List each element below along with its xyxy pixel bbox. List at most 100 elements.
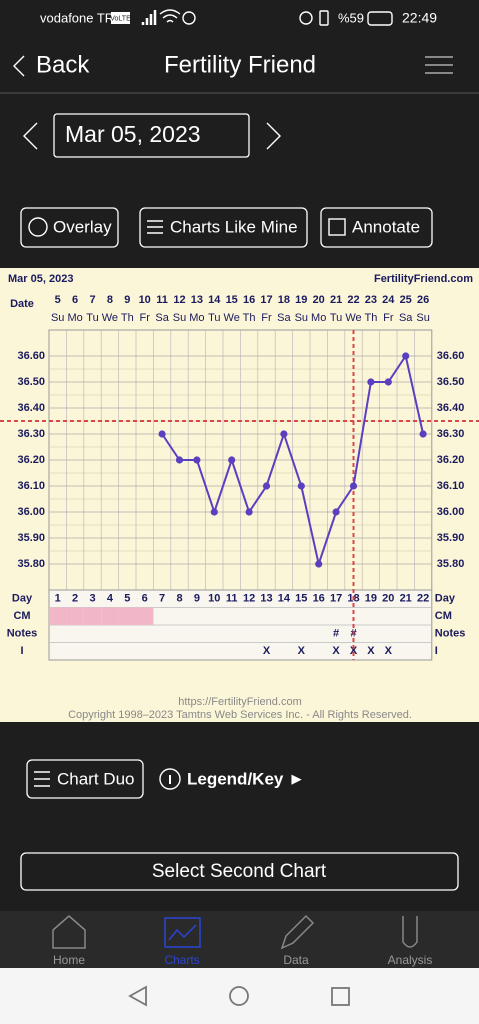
temperature-point xyxy=(315,560,323,568)
date-tick: 8 xyxy=(107,294,113,306)
date-tick: 15 xyxy=(226,294,238,306)
tab-bar xyxy=(0,911,479,968)
weekday-tick: Su xyxy=(51,312,64,324)
carrier: vodafone TR xyxy=(40,10,114,25)
weekday-tick: Th xyxy=(243,312,256,324)
home-icon[interactable] xyxy=(52,915,86,949)
chart-duo-icon xyxy=(34,771,50,787)
date-tick: 17 xyxy=(260,294,272,306)
back-button[interactable]: Back xyxy=(36,51,90,78)
weekday-tick: Fr xyxy=(261,312,272,324)
charts-icon[interactable] xyxy=(164,917,201,948)
date-tick: 20 xyxy=(313,294,325,306)
nav-home[interactable] xyxy=(229,986,249,1006)
next-date[interactable] xyxy=(266,122,281,150)
tab-analysis[interactable]: Analysis xyxy=(388,953,433,967)
back-arrow[interactable] xyxy=(13,55,25,77)
temperature-point xyxy=(419,430,427,438)
y-tick-label: 36.20 xyxy=(17,454,45,466)
overlay-label: Overlay xyxy=(53,217,112,236)
row-label: Notes xyxy=(7,628,38,640)
y-tick-label: 36.30 xyxy=(17,428,45,440)
temperature-point xyxy=(228,456,236,464)
cycle-day: 1 xyxy=(55,593,61,605)
date-tick: 21 xyxy=(330,294,342,306)
temperature-point xyxy=(402,352,410,360)
weekday-tick: Fr xyxy=(140,312,151,324)
annotate-button[interactable] xyxy=(320,207,433,248)
tab-data[interactable]: Data xyxy=(283,953,309,967)
row-label-right: Notes xyxy=(435,628,466,640)
tab-charts[interactable]: Charts xyxy=(164,953,199,967)
charts-like-mine-button[interactable] xyxy=(139,207,308,248)
overlay-button[interactable] xyxy=(20,207,119,248)
weekday-tick: We xyxy=(224,312,240,324)
legend-key[interactable]: Legend/Key ► xyxy=(187,769,305,788)
y-tick-label-right: 35.90 xyxy=(437,532,465,544)
chart-duo-button[interactable] xyxy=(26,759,144,799)
tab-home[interactable]: Home xyxy=(53,953,85,967)
data-icon[interactable] xyxy=(280,914,315,950)
select-second-button[interactable] xyxy=(20,852,459,891)
y-tick-label-right: 36.10 xyxy=(437,480,465,492)
period-cell xyxy=(101,607,119,625)
temperature-point xyxy=(297,482,305,490)
date-tick: 7 xyxy=(89,294,95,306)
cycle-day: 21 xyxy=(400,593,412,605)
date-box[interactable] xyxy=(53,113,250,158)
prev-date[interactable] xyxy=(23,122,38,150)
nav-back[interactable] xyxy=(128,985,147,1007)
nav-recent[interactable] xyxy=(331,987,350,1006)
date-tick: 24 xyxy=(382,294,395,306)
date-label: Date xyxy=(10,298,34,310)
cycle-day: 14 xyxy=(278,593,291,605)
temperature-point xyxy=(158,430,166,438)
date-tick: 22 xyxy=(347,294,359,306)
annotate-label: Annotate xyxy=(352,217,420,236)
y-tick-label: 35.90 xyxy=(17,532,45,544)
copyright: Copyright 1998–2023 Tamtns Web Services … xyxy=(68,709,412,721)
temperature-line xyxy=(161,353,425,568)
chart: Mar 05, 2023 FertilityFriend.com Date 35.80… xyxy=(0,273,479,721)
date-tick: 26 xyxy=(417,294,429,306)
date-tick: 13 xyxy=(191,294,203,306)
intercourse: X xyxy=(298,645,306,657)
weekday-tick: Th xyxy=(364,312,377,324)
weekday-tick: Su xyxy=(295,312,308,324)
cycle-day: 8 xyxy=(176,593,182,605)
row-label-right: Day xyxy=(435,593,456,605)
weekday-tick: Tu xyxy=(208,312,220,324)
date-tick: 18 xyxy=(278,294,290,306)
cycle-day: 20 xyxy=(382,593,394,605)
weekday-tick: Mo xyxy=(189,312,204,324)
period-cell xyxy=(83,607,102,625)
temperature-point xyxy=(210,508,218,516)
y-tick-label: 35.80 xyxy=(17,558,45,570)
period-cell xyxy=(49,607,67,625)
weekday-tick: We xyxy=(102,312,118,324)
y-tick-label: 36.40 xyxy=(17,402,45,414)
cycle-day: 6 xyxy=(142,593,148,605)
cycle-day: 4 xyxy=(107,593,114,605)
row-label: I xyxy=(20,645,23,657)
y-tick-label-right: 35.80 xyxy=(437,558,465,570)
y-tick-label-right: 36.50 xyxy=(437,376,465,388)
wifi-icon xyxy=(159,9,181,23)
note: # xyxy=(333,628,339,640)
alarm-icon xyxy=(299,11,313,25)
row-label: Day xyxy=(12,593,33,605)
cycle-day: 10 xyxy=(208,593,220,605)
date-tick: 12 xyxy=(173,294,185,306)
battery-icon xyxy=(367,11,393,26)
battery-text: %59 xyxy=(338,10,364,25)
analysis-icon[interactable] xyxy=(402,916,418,948)
cycle-day: 16 xyxy=(313,593,325,605)
temperature-point xyxy=(262,482,271,490)
row-label: CM xyxy=(13,610,30,622)
y-tick-label: 36.00 xyxy=(17,506,45,518)
signal-icon xyxy=(141,10,157,25)
menu-icon[interactable] xyxy=(425,56,453,74)
y-tick-label: 36.50 xyxy=(17,376,45,388)
date-tick: 23 xyxy=(365,294,377,306)
